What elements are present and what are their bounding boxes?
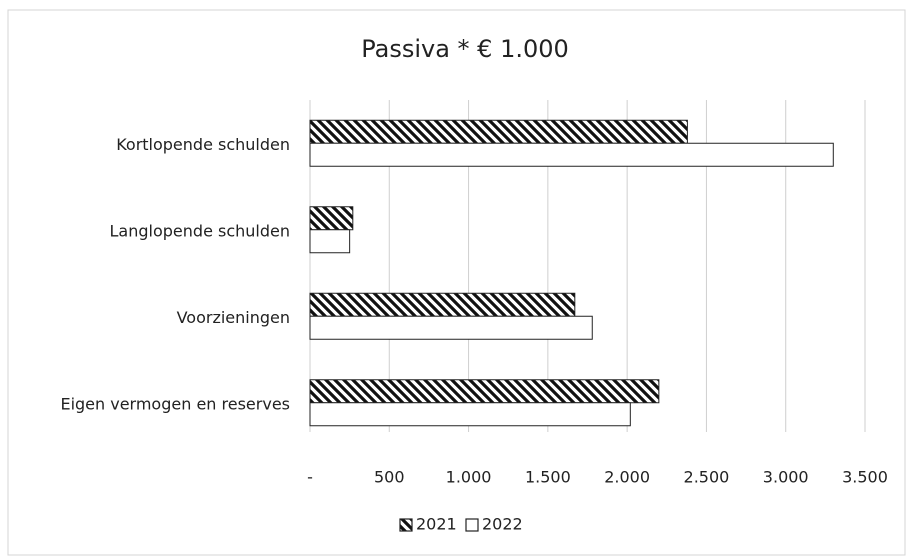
legend-swatch xyxy=(399,518,413,532)
x-tick-label: - xyxy=(307,468,313,487)
y-tick-label: Kortlopende schulden xyxy=(116,135,290,154)
bar xyxy=(309,292,576,317)
y-tick-label: Langlopende schulden xyxy=(110,221,290,240)
chart-frame xyxy=(7,9,906,556)
legend-label: 2022 xyxy=(482,515,523,534)
x-tick-label: 1.500 xyxy=(525,468,571,487)
bar xyxy=(309,229,351,254)
x-tick-label: 2.000 xyxy=(604,468,650,487)
x-tick-label: 1.000 xyxy=(446,468,492,487)
y-tick-label: Voorzieningen xyxy=(177,308,290,327)
legend-swatch xyxy=(465,518,479,532)
bar xyxy=(309,402,631,427)
legend-label: 2021 xyxy=(416,515,457,534)
chart-title: Passiva * € 1.000 xyxy=(361,35,569,63)
x-tick-label: 3.500 xyxy=(842,468,888,487)
x-tick-label: 500 xyxy=(374,468,405,487)
bar xyxy=(309,119,688,144)
x-tick-label: 3.000 xyxy=(763,468,809,487)
bar xyxy=(309,379,660,404)
x-tick-label: 2.500 xyxy=(684,468,730,487)
bar xyxy=(309,206,354,231)
y-tick-label: Eigen vermogen en reserves xyxy=(60,394,290,413)
bar xyxy=(309,142,834,167)
bar xyxy=(309,315,593,340)
